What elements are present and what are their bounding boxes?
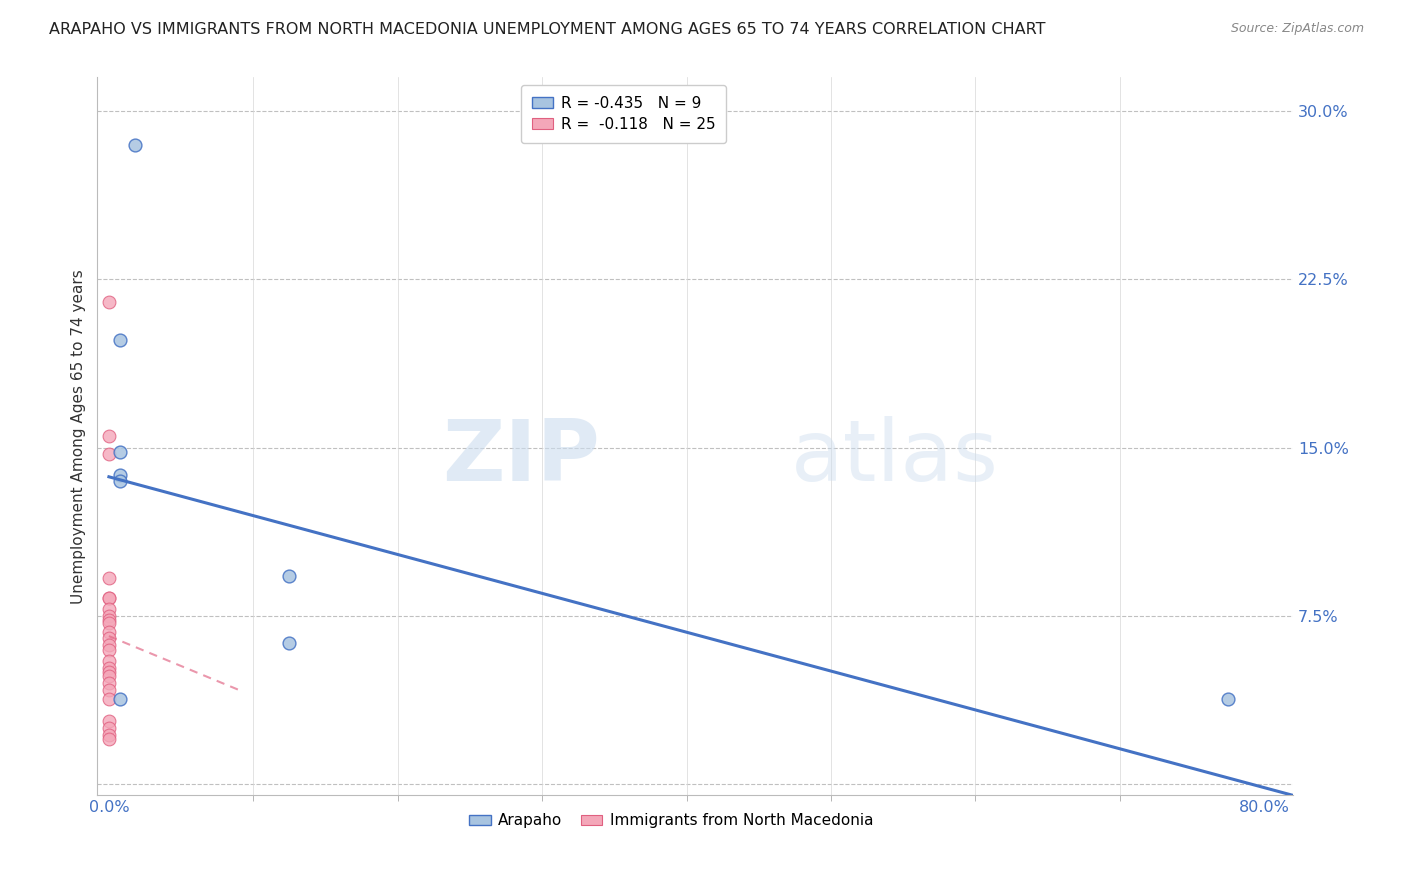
Point — [110, 333, 132, 347]
Point — [97, 608, 120, 623]
Point — [97, 624, 120, 639]
Point — [97, 682, 120, 697]
Point — [97, 638, 120, 652]
Point — [97, 591, 120, 605]
Text: ARAPAHO VS IMMIGRANTS FROM NORTH MACEDONIA UNEMPLOYMENT AMONG AGES 65 TO 74 YEAR: ARAPAHO VS IMMIGRANTS FROM NORTH MACEDON… — [49, 22, 1046, 37]
Point — [97, 660, 120, 674]
Point — [97, 602, 120, 616]
Point — [97, 571, 120, 585]
Point — [97, 669, 120, 683]
Point — [97, 676, 120, 690]
Y-axis label: Unemployment Among Ages 65 to 74 years: Unemployment Among Ages 65 to 74 years — [72, 269, 86, 604]
Point — [97, 714, 120, 729]
Point — [124, 137, 146, 152]
Point — [97, 721, 120, 735]
Point — [110, 467, 132, 482]
Point — [97, 294, 120, 309]
Point — [110, 445, 132, 459]
Point — [110, 475, 132, 489]
Point — [97, 728, 120, 742]
Point — [110, 692, 132, 706]
Point — [97, 632, 120, 646]
Point — [97, 692, 120, 706]
Point — [97, 615, 120, 630]
Point — [278, 636, 301, 650]
Legend: Arapaho, Immigrants from North Macedonia: Arapaho, Immigrants from North Macedonia — [463, 807, 880, 834]
Text: Source: ZipAtlas.com: Source: ZipAtlas.com — [1230, 22, 1364, 36]
Point — [97, 732, 120, 747]
Text: atlas: atlas — [792, 417, 998, 500]
Text: ZIP: ZIP — [441, 417, 599, 500]
Point — [97, 591, 120, 605]
Point — [97, 642, 120, 657]
Point — [1216, 692, 1239, 706]
Point — [97, 665, 120, 679]
Point — [97, 447, 120, 461]
Point — [97, 429, 120, 443]
Point — [97, 654, 120, 668]
Point — [97, 614, 120, 628]
Point — [278, 568, 301, 582]
